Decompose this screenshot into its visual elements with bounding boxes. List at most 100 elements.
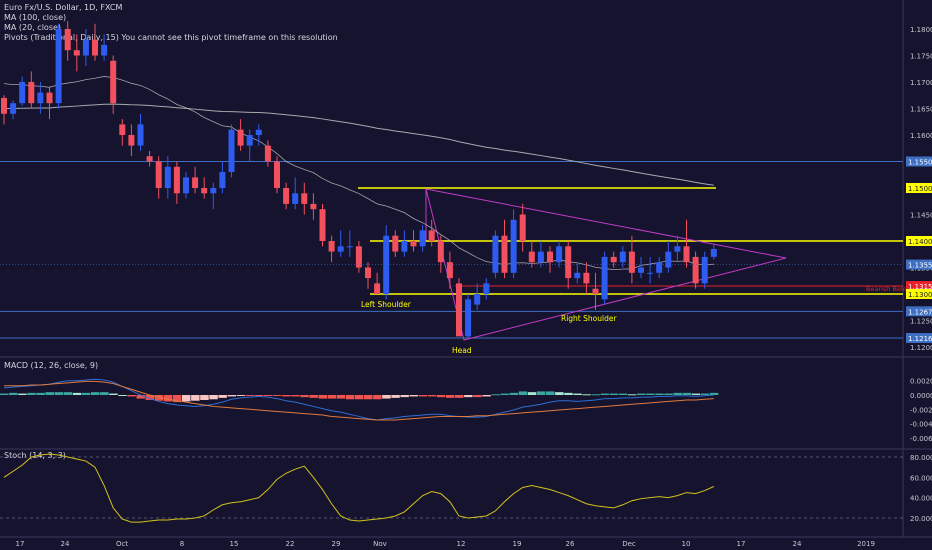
level-label: 1.13000: [908, 291, 932, 299]
candle-body: [383, 235, 390, 294]
macd-tick-label: 0.0000: [910, 392, 932, 400]
candle-body: [692, 256, 699, 284]
candle-body: [28, 82, 35, 104]
macd-histogram-bar: [546, 391, 555, 395]
pattern-annotation: Head: [452, 346, 472, 355]
macd-histogram-bar: [136, 395, 145, 399]
macd-histogram-bar: [518, 391, 528, 395]
candle-body: [37, 92, 44, 104]
candle-body: [619, 251, 626, 263]
candle-body: [173, 166, 180, 194]
macd-histogram-bar: [300, 395, 309, 398]
macd-histogram-bar: [354, 395, 364, 400]
candle-body: [638, 267, 644, 273]
candle-body: [365, 267, 371, 279]
candle-body: [64, 29, 71, 51]
candle-body: [137, 124, 144, 146]
candle-body: [647, 272, 654, 274]
macd-histogram-bar: [282, 395, 291, 397]
candle-body: [164, 166, 171, 188]
macd-histogram-bar: [118, 395, 127, 396]
candle-body: [355, 246, 362, 268]
stoch-tick-label: 20.0000: [910, 515, 932, 523]
candle-body: [483, 283, 490, 294]
time-tick-label: 15: [230, 540, 239, 548]
stoch-tick-label: 80.0000: [910, 454, 932, 462]
macd-histogram-bar: [127, 395, 136, 397]
macd-histogram-bar: [591, 394, 600, 396]
macd-histogram-bar: [391, 395, 400, 398]
candle-body: [392, 235, 399, 252]
macd-histogram-bar: [45, 392, 54, 395]
macd-histogram-bar: [254, 395, 264, 396]
candle-body: [346, 246, 353, 248]
macd-histogram-bar: [400, 395, 409, 398]
macd-histogram-bar: [145, 395, 155, 401]
macd-histogram-bar: [600, 393, 610, 395]
candle-body: [665, 251, 672, 268]
macd-histogram-bar: [691, 393, 701, 395]
candle-body: [210, 188, 217, 194]
time-tick-label: Dec: [622, 540, 636, 548]
macd-histogram-bar: [491, 394, 500, 396]
candle-body: [701, 256, 708, 284]
candle-body: [710, 248, 717, 257]
candle-body: [19, 82, 26, 104]
candle-body: [446, 262, 453, 279]
candle-body: [92, 39, 98, 56]
pattern-annotation: Left Shoulder: [361, 300, 412, 309]
candle-body: [183, 177, 189, 194]
pattern-annotation: Right Shoulder: [561, 314, 617, 323]
candle-body: [55, 29, 62, 104]
macd-histogram-bar: [536, 391, 546, 395]
macd-histogram-bar: [427, 395, 437, 397]
macd-histogram-bar: [455, 395, 464, 398]
candle-body: [1, 97, 7, 114]
macd-histogram-bar: [245, 395, 255, 396]
level-label-box: [906, 289, 932, 299]
candle-body: [110, 60, 117, 104]
macd-histogram-bar: [327, 395, 337, 399]
candle-body: [255, 129, 262, 135]
stoch-legend: Stoch (14, 3, 3): [4, 451, 66, 460]
level-label: 1.14000: [908, 238, 932, 246]
level-label-box: [906, 156, 932, 167]
macd-histogram-bar: [18, 393, 27, 395]
macd-histogram-bar: [209, 395, 218, 400]
legend-pivots: Pivots (Traditional, Daily, 15) You cann…: [4, 33, 338, 42]
candle-body: [264, 145, 271, 162]
candle-body: [510, 219, 517, 273]
macd-histogram-bar: [318, 395, 327, 399]
legend-ma100: MA (100, close): [4, 13, 67, 22]
candle-body: [501, 235, 508, 273]
candle-body: [201, 188, 208, 194]
time-tick-label: 17: [737, 540, 746, 548]
candle-body: [492, 235, 499, 273]
macd-histogram-bar: [700, 393, 710, 395]
macd-legend: MACD (12, 26, close, 9): [4, 361, 99, 370]
level-label: 1.13150: [908, 283, 932, 291]
candle-body: [537, 251, 544, 263]
macd-histogram-bar: [27, 392, 36, 395]
macd-histogram-bar: [673, 392, 682, 395]
level-label-box: [906, 306, 932, 317]
macd-histogram-bar: [473, 395, 482, 398]
macd-histogram-bar: [682, 392, 691, 395]
candle-body: [219, 172, 226, 188]
macd-histogram-bar: [555, 392, 564, 395]
macd-histogram-bar: [655, 393, 664, 395]
time-tick-label: 24: [793, 540, 802, 548]
last-price-box: [906, 259, 932, 270]
macd-histogram-bar: [382, 395, 391, 399]
macd-histogram-bar: [100, 392, 109, 395]
level-label-box: [906, 236, 932, 246]
chart-legend: Euro Fx/U.S. Dollar, 1D, FXCM MA (100, c…: [4, 3, 338, 43]
candle-body: [574, 272, 581, 279]
ma20-line: [3, 76, 714, 271]
candle-body: [246, 135, 253, 146]
price-tick-label: 1.17500: [910, 53, 932, 61]
legend-symbol: Euro Fx/U.S. Dollar, 1D, FXCM: [4, 3, 123, 12]
